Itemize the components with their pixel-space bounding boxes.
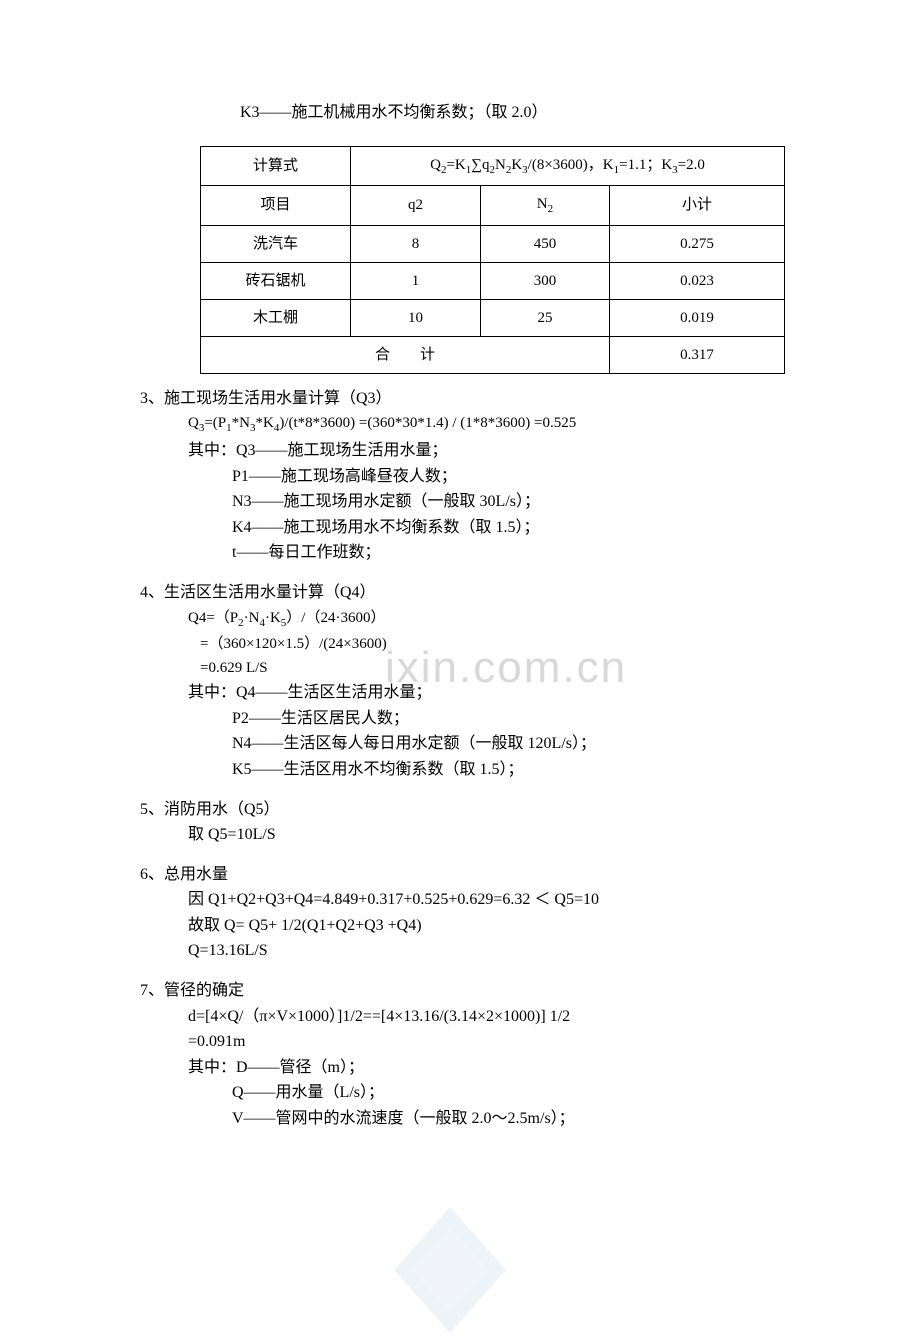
definition-line: 其中：Q4——生活区生活用水量； — [188, 680, 780, 706]
cell: 450 — [481, 225, 610, 262]
definition-line: P2——生活区居民人数； — [232, 706, 780, 732]
section-4-equation: Q4=（P2·N4·K5）/（24·3600） — [188, 606, 780, 633]
cell: 木工棚 — [201, 299, 351, 336]
definition-line: N3——施工现场用水定额（一般取 30L/s）； — [232, 489, 780, 515]
table-row: 洗汽车 8 450 0.275 — [201, 225, 785, 262]
total-value: 0.317 — [609, 336, 784, 373]
col-n2: N2 — [481, 186, 610, 226]
definition-line: K5——生活区用水不均衡系数（取 1.5）； — [232, 757, 780, 783]
definition-line: t——每日工作班数； — [232, 540, 780, 566]
definition-line: V——管网中的水流速度（一般取 2.0～2.5m/s）； — [232, 1106, 780, 1132]
col-subtotal: 小计 — [609, 186, 784, 226]
section-5-title: 5、消防用水（Q5） — [140, 797, 780, 823]
section-7-line: =0.091m — [188, 1029, 780, 1055]
table-row: 砖石锯机 1 300 0.023 — [201, 262, 785, 299]
section-7-title: 7、管径的确定 — [140, 978, 780, 1004]
k3-definition: K3——施工机械用水不均衡系数；（取 2.0） — [240, 100, 780, 126]
section-6-line: Q=13.16L/S — [188, 938, 780, 964]
definition-line: 其中：Q3——施工现场生活用水量； — [188, 438, 780, 464]
total-label: 合 计 — [201, 336, 610, 373]
section-6-line: 因 Q1+Q2+Q3+Q4=4.849+0.317+0.525+0.629=6.… — [188, 887, 780, 913]
table-row: 项目 q2 N2 小计 — [201, 186, 785, 226]
formula-label: 计算式 — [201, 146, 351, 186]
cell: 洗汽车 — [201, 225, 351, 262]
section-4-equation3: =0.629 L/S — [200, 656, 780, 680]
cell: 0.275 — [609, 225, 784, 262]
section-6-line: 故取 Q= Q5+ 1/2(Q1+Q2+Q3 +Q4) — [188, 913, 780, 939]
cell: 25 — [481, 299, 610, 336]
section-6-title: 6、总用水量 — [140, 862, 780, 888]
cell: 300 — [481, 262, 610, 299]
cell: 8 — [351, 225, 481, 262]
table-row: 合 计 0.317 — [201, 336, 785, 373]
section-7-line: d=[4×Q/（π×V×1000）]1/2==[4×13.16/(3.14×2×… — [188, 1004, 780, 1030]
cell: 10 — [351, 299, 481, 336]
cell: 0.019 — [609, 299, 784, 336]
definition-line: K4——施工现场用水不均衡系数（取 1.5）； — [232, 515, 780, 541]
section-5-line: 取 Q5=10L/S — [188, 822, 780, 848]
section-3-equation: Q3=(P1*N3*K4)/(t*8*3600) =(360*30*1.4) /… — [188, 411, 780, 438]
section-4-equation2: =（360×120×1.5）/(24×3600) — [200, 632, 780, 656]
formula-text: Q2=K1∑q2N2K3/(8×3600)，K1=1.1；K3=2.0 — [351, 146, 785, 186]
col-q2: q2 — [351, 186, 481, 226]
definition-line: 其中：D——管径（m）； — [188, 1055, 780, 1081]
calculation-table: 计算式 Q2=K1∑q2N2K3/(8×3600)，K1=1.1；K3=2.0 … — [200, 146, 785, 374]
section-3-title: 3、施工现场生活用水量计算（Q3） — [140, 386, 780, 412]
cell: 0.023 — [609, 262, 784, 299]
cell: 1 — [351, 262, 481, 299]
definition-line: Q——用水量（L/s）； — [232, 1080, 780, 1106]
definition-line: P1——施工现场高峰昼夜人数； — [232, 464, 780, 490]
cell: 砖石锯机 — [201, 262, 351, 299]
definition-line: N4——生活区每人每日用水定额（一般取 120L/s）； — [232, 731, 780, 757]
watermark-logo — [380, 1200, 520, 1340]
col-item: 项目 — [201, 186, 351, 226]
table-row: 计算式 Q2=K1∑q2N2K3/(8×3600)，K1=1.1；K3=2.0 — [201, 146, 785, 186]
table-row: 木工棚 10 25 0.019 — [201, 299, 785, 336]
section-4-title: 4、生活区生活用水量计算（Q4） — [140, 580, 780, 606]
